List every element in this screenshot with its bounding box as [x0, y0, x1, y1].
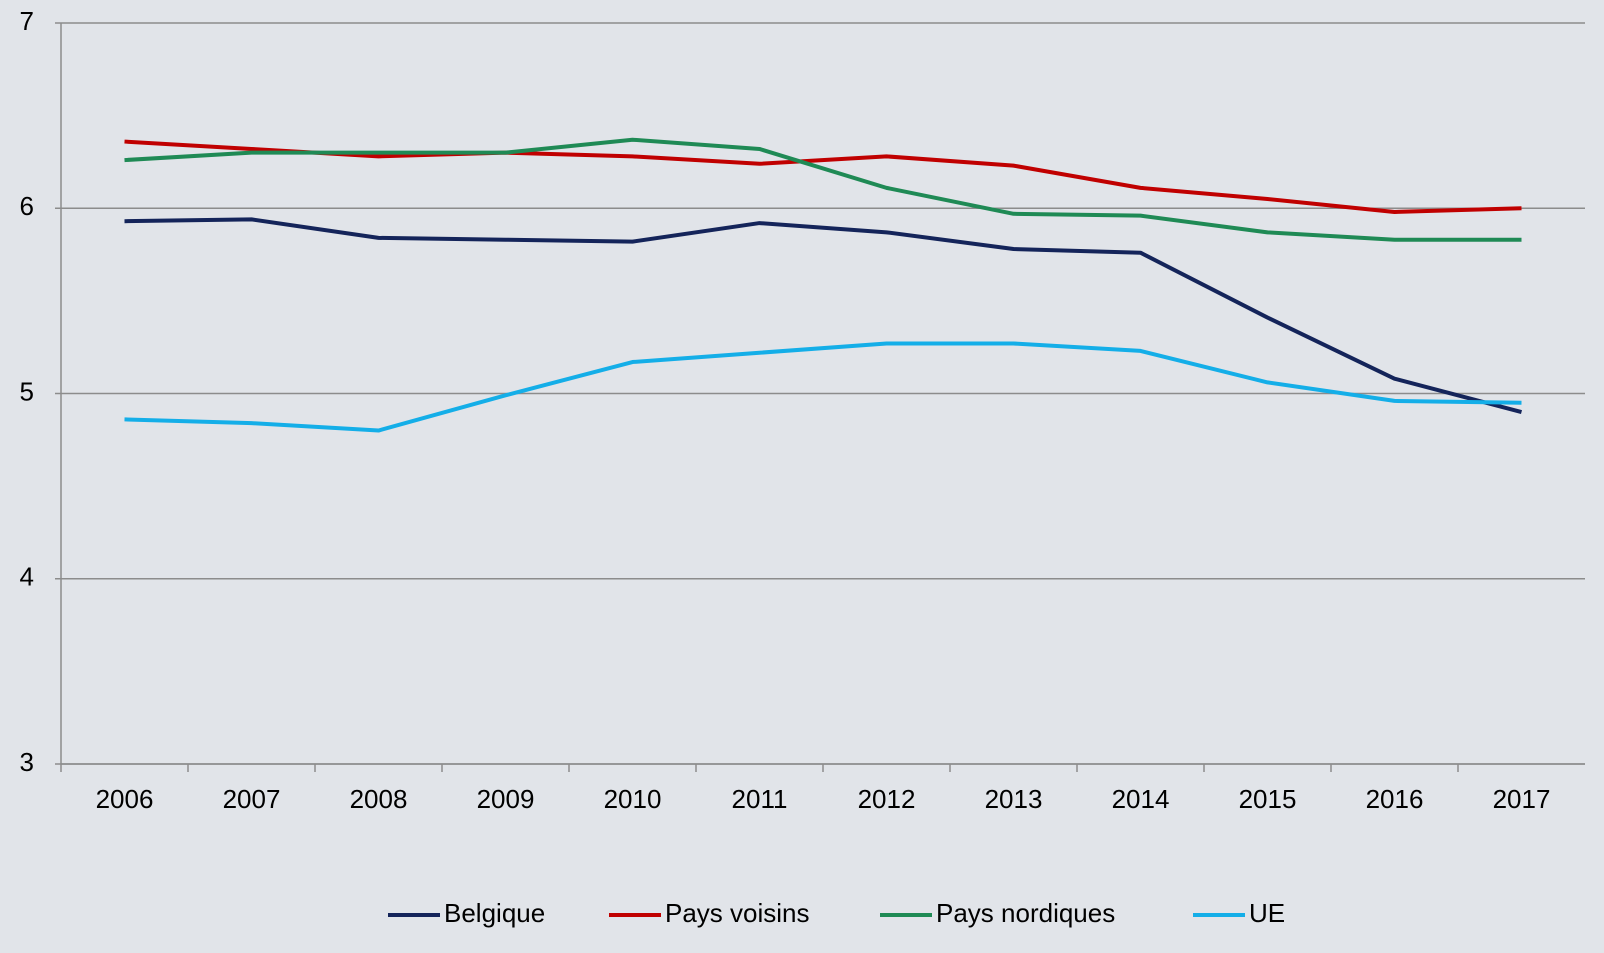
- x-tick-label: 2011: [732, 784, 788, 814]
- x-tick-label: 2015: [1239, 784, 1297, 814]
- y-tick-label: 5: [20, 376, 34, 406]
- y-tick-label: 6: [20, 191, 34, 221]
- x-tick-label: 2016: [1366, 784, 1424, 814]
- y-tick-label: 3: [20, 747, 34, 777]
- legend-label: UE: [1249, 898, 1285, 928]
- x-tick-label: 2013: [985, 784, 1043, 814]
- y-tick-label: 4: [20, 562, 34, 592]
- x-tick-label: 2014: [1112, 784, 1170, 814]
- x-tick-label: 2007: [223, 784, 281, 814]
- series-line: [124, 217, 1523, 414]
- y-tick-label: 7: [20, 6, 34, 36]
- legend-label: Belgique: [444, 898, 545, 928]
- legend-label: Pays nordiques: [936, 898, 1115, 928]
- legend-label: Pays voisins: [665, 898, 810, 928]
- x-tick-label: 2006: [96, 784, 154, 814]
- series-line: [124, 137, 1522, 242]
- x-tick-label: 2010: [604, 784, 662, 814]
- x-tick-label: 2017: [1493, 784, 1551, 814]
- series-line: [124, 341, 1522, 433]
- x-tick-label: 2008: [350, 784, 408, 814]
- x-tick-label: 2012: [858, 784, 916, 814]
- x-tick-label: 2009: [477, 784, 535, 814]
- series-line: [124, 139, 1522, 214]
